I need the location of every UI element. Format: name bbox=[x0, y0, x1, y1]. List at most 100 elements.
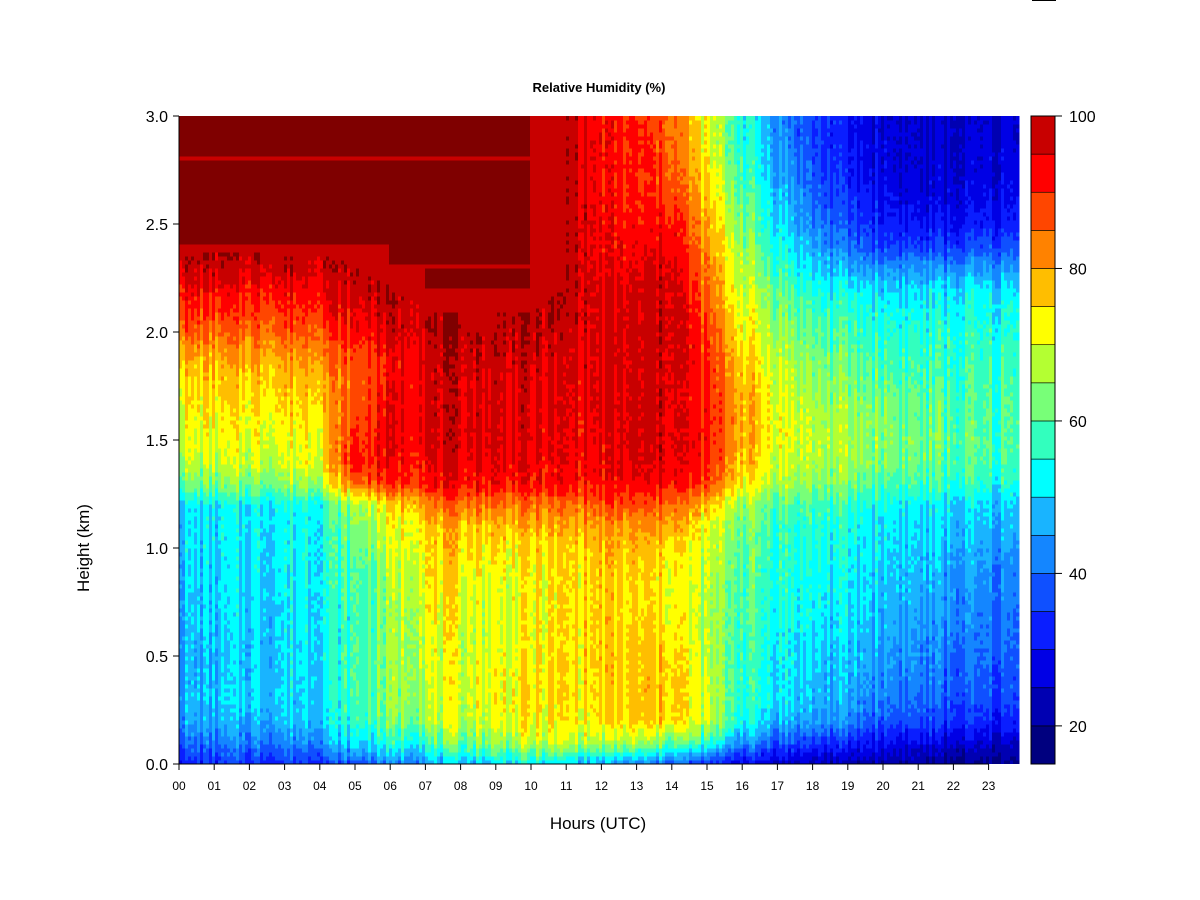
heatmap-cell bbox=[185, 444, 189, 449]
heatmap-cell bbox=[182, 520, 186, 525]
heatmap-cell bbox=[200, 172, 204, 177]
heatmap-cell bbox=[182, 576, 186, 581]
heatmap-cell bbox=[254, 200, 258, 205]
heatmap-cell bbox=[182, 700, 186, 705]
heatmap-cell bbox=[254, 456, 258, 461]
heatmap-cell bbox=[242, 124, 246, 129]
heatmap-cell bbox=[197, 192, 201, 197]
heatmap-cell bbox=[230, 448, 234, 453]
heatmap-cell bbox=[251, 620, 255, 625]
heatmap-cell bbox=[203, 216, 207, 221]
heatmap-cell bbox=[248, 580, 252, 585]
heatmap-cell bbox=[257, 440, 261, 445]
heatmap-cell bbox=[188, 124, 192, 129]
heatmap-cell bbox=[188, 716, 192, 721]
heatmap-cell bbox=[224, 276, 228, 281]
heatmap-cell bbox=[209, 700, 213, 705]
heatmap-cell bbox=[230, 344, 234, 349]
heatmap-cell bbox=[236, 380, 240, 385]
heatmap-cell bbox=[209, 704, 213, 709]
heatmap-cell bbox=[218, 244, 222, 249]
heatmap-cell bbox=[212, 388, 216, 393]
heatmap-cell bbox=[230, 152, 234, 157]
heatmap-cell bbox=[248, 724, 252, 729]
heatmap-cell bbox=[260, 624, 264, 629]
heatmap-cell bbox=[215, 316, 219, 321]
heatmap-cell bbox=[260, 468, 264, 473]
heatmap-cell bbox=[182, 716, 186, 721]
heatmap-cell bbox=[203, 384, 207, 389]
heatmap-cell bbox=[200, 240, 204, 245]
heatmap-cell bbox=[242, 148, 246, 153]
heatmap-cell bbox=[194, 200, 198, 205]
heatmap-cell bbox=[185, 656, 189, 661]
heatmap-cell bbox=[245, 724, 249, 729]
heatmap-cell bbox=[230, 444, 234, 449]
heatmap-cell bbox=[239, 160, 243, 165]
heatmap-cell bbox=[257, 292, 261, 297]
heatmap-cell bbox=[203, 656, 207, 661]
heatmap-cell bbox=[197, 744, 201, 749]
heatmap-cell bbox=[233, 248, 237, 253]
heatmap-cell bbox=[191, 400, 195, 405]
heatmap-cell bbox=[236, 268, 240, 273]
heatmap-cell bbox=[254, 536, 258, 541]
heatmap-cell bbox=[185, 660, 189, 665]
heatmap-cell bbox=[233, 300, 237, 305]
heatmap-cell bbox=[185, 492, 189, 497]
heatmap-cell bbox=[218, 536, 222, 541]
heatmap-cell bbox=[197, 148, 201, 153]
heatmap-cell bbox=[194, 204, 198, 209]
heatmap-cell bbox=[194, 624, 198, 629]
heatmap-cell bbox=[206, 152, 210, 157]
heatmap-cell bbox=[185, 652, 189, 657]
heatmap-cell bbox=[248, 368, 252, 373]
heatmap-cell bbox=[197, 544, 201, 549]
heatmap-cell bbox=[224, 340, 228, 345]
heatmap-cell bbox=[239, 628, 243, 633]
heatmap-cell bbox=[233, 684, 237, 689]
heatmap-cell bbox=[254, 408, 258, 413]
heatmap-cell bbox=[182, 604, 186, 609]
heatmap-cell bbox=[191, 408, 195, 413]
heatmap-cell bbox=[242, 660, 246, 665]
heatmap-cell bbox=[221, 624, 225, 629]
heatmap-cell bbox=[182, 128, 186, 133]
heatmap-cell bbox=[218, 192, 222, 197]
heatmap-cell bbox=[185, 756, 189, 761]
heatmap-cell bbox=[194, 684, 198, 689]
heatmap-cell bbox=[254, 608, 258, 613]
heatmap-cell bbox=[206, 740, 210, 745]
heatmap-cell bbox=[221, 156, 225, 161]
heatmap-cell bbox=[212, 504, 216, 509]
heatmap-cell bbox=[215, 188, 219, 193]
heatmap-cell bbox=[254, 440, 258, 445]
heatmap-cell bbox=[239, 392, 243, 397]
heatmap-cell bbox=[254, 672, 258, 677]
heatmap-cell bbox=[221, 672, 225, 677]
heatmap-cell bbox=[251, 412, 255, 417]
heatmap-cell bbox=[224, 560, 228, 565]
heatmap-cell bbox=[203, 564, 207, 569]
heatmap-cell bbox=[179, 676, 183, 681]
heatmap-cell bbox=[251, 364, 255, 369]
heatmap-cell bbox=[239, 644, 243, 649]
heatmap-cell bbox=[227, 432, 231, 437]
heatmap-cell bbox=[206, 512, 210, 517]
heatmap-cell bbox=[254, 724, 258, 729]
heatmap-cell bbox=[257, 556, 261, 561]
heatmap-cell bbox=[209, 760, 213, 764]
heatmap-cell bbox=[179, 704, 183, 709]
heatmap-cell bbox=[224, 360, 228, 365]
heatmap-cell bbox=[245, 164, 249, 169]
heatmap-cell bbox=[188, 724, 192, 729]
heatmap-cell bbox=[239, 556, 243, 561]
heatmap-cell bbox=[251, 428, 255, 433]
heatmap-cell bbox=[191, 616, 195, 621]
heatmap-cell bbox=[206, 124, 210, 129]
heatmap-cell bbox=[212, 712, 216, 717]
heatmap-cell bbox=[206, 616, 210, 621]
heatmap-cell bbox=[251, 204, 255, 209]
heatmap-cell bbox=[236, 516, 240, 521]
heatmap-cell bbox=[257, 368, 261, 373]
